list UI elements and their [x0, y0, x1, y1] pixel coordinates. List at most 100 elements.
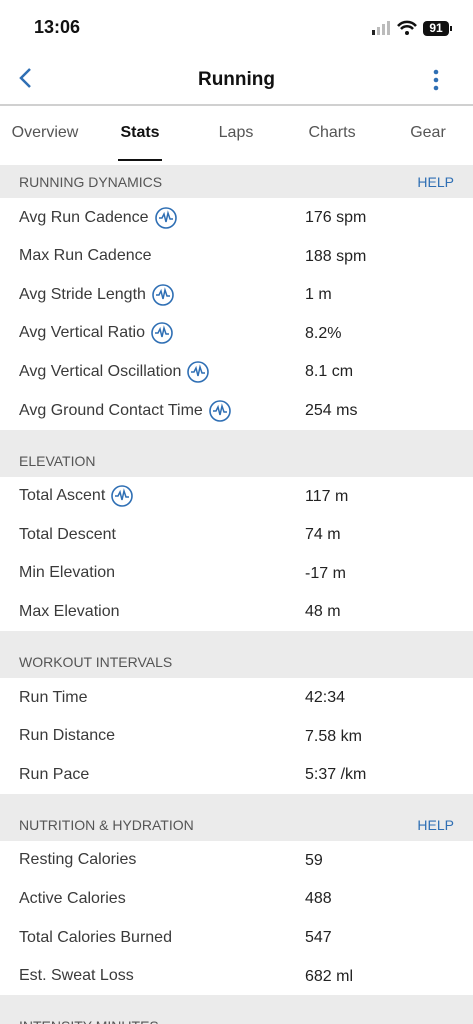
- stat-label-text: Max Elevation: [19, 602, 120, 620]
- stat-label: Avg Vertical Ratio: [19, 314, 173, 353]
- back-button[interactable]: [16, 66, 36, 92]
- stat-value: 5:37 /km: [305, 766, 367, 784]
- stat-value: 254 ms: [305, 402, 358, 419]
- tab[interactable]: Charts: [308, 124, 356, 141]
- stat-row: Total Descent 74 m: [0, 515, 473, 554]
- stat-value: 188 spm: [305, 247, 367, 265]
- stat-row: Avg Ground Contact Time 254 ms: [0, 391, 473, 430]
- divider: [0, 104, 473, 106]
- tab[interactable]: Gear: [410, 124, 446, 141]
- stat-label-text: Resting Calories: [19, 851, 137, 869]
- section-title: INTENSITY MINUTES: [19, 1018, 159, 1024]
- stat-value: 682 ml: [305, 967, 354, 985]
- stat-row: Max Run Cadence 188 spm: [0, 237, 473, 276]
- stat-label-text: Run Distance: [19, 727, 116, 745]
- stat-label: Resting Calories: [19, 841, 136, 880]
- help-link[interactable]: HELP: [417, 174, 454, 190]
- status-icons: [372, 20, 452, 36]
- section-header: INTENSITY MINUTES: [0, 995, 473, 1024]
- section-title: WORKOUT INTERVALS: [19, 654, 173, 670]
- page-title: Running: [197, 69, 276, 90]
- stat-label-text: Min Elevation: [19, 564, 116, 582]
- stat-row: Avg Stride Length 1 m: [0, 275, 473, 314]
- stat-row: Avg Vertical Ratio 8.2%: [0, 314, 473, 353]
- help-link[interactable]: HELP: [417, 816, 454, 833]
- stat-row: Max Elevation 48 m: [0, 592, 473, 631]
- stat-label-text: Total Ascent: [19, 487, 106, 505]
- stat-value: 1 m: [305, 286, 332, 304]
- stat-label: Avg Run Cadence: [19, 198, 177, 237]
- stat-value: -17 m: [305, 564, 346, 582]
- stat-label-text: Run Pace: [19, 765, 90, 783]
- stat-label: Total Calories Burned: [19, 918, 172, 957]
- section-title: NUTRITION & HYDRATION: [19, 816, 194, 833]
- section-header: WORKOUT INTERVALS: [0, 631, 473, 678]
- stat-row: Avg Run Cadence 176 spm: [0, 198, 473, 237]
- stat-value: 176 spm: [305, 209, 367, 226]
- stat-row: Min Elevation -17 m: [0, 554, 473, 593]
- stat-value: 42:34: [305, 689, 346, 706]
- stat-label-text: Est. Sweat Loss: [19, 967, 134, 985]
- stat-value: 8.2%: [305, 324, 342, 342]
- stat-label-text: Avg Ground Contact Time: [19, 401, 203, 419]
- stat-label-text: Avg Stride Length: [19, 285, 146, 303]
- stat-label-text: Total Descent: [19, 525, 116, 543]
- chart-icon[interactable]: [154, 206, 177, 229]
- stat-label-text: Avg Vertical Oscillation: [19, 362, 182, 380]
- stat-value: 7.58 km: [305, 727, 362, 745]
- stat-label-text: Avg Vertical Ratio: [19, 324, 145, 342]
- section-header: NUTRITION & HYDRATION HELP: [0, 793, 473, 841]
- stat-row: Est. Sweat Loss 682 ml: [0, 957, 473, 996]
- stat-row: Total Ascent 117 m: [0, 477, 473, 516]
- stat-label-text: Avg Run Cadence: [19, 208, 149, 226]
- stat-value: 48 m: [305, 603, 341, 621]
- stat-label: Max Elevation: [19, 592, 120, 631]
- stat-value: 117 m: [305, 487, 349, 505]
- stat-label-text: Total Calories Burned: [19, 928, 172, 946]
- stat-row: Total Calories Burned 547: [0, 918, 473, 957]
- chart-icon[interactable]: [151, 322, 173, 345]
- tab[interactable]: Overview: [11, 124, 79, 141]
- stat-value: 59: [305, 851, 323, 869]
- stat-row: Resting Calories 59: [0, 841, 473, 880]
- stat-label: Total Ascent: [19, 477, 134, 516]
- stat-label-text: Active Calories: [19, 889, 126, 907]
- stat-label-text: Run Time: [19, 688, 88, 706]
- stat-label: Avg Vertical Oscillation: [19, 352, 210, 391]
- stat-row: Run Time 42:34: [0, 678, 473, 717]
- stat-label: Active Calories: [19, 879, 126, 918]
- stat-label-text: Max Run Cadence: [19, 247, 152, 265]
- chart-icon[interactable]: [111, 485, 134, 507]
- stat-label: Avg Stride Length: [19, 275, 174, 314]
- section-title: RUNNING DYNAMICS: [19, 174, 163, 190]
- stat-row: Active Calories 488: [0, 879, 473, 918]
- stat-value: 8.1 cm: [305, 363, 354, 381]
- menu-button[interactable]: [430, 68, 442, 94]
- tab[interactable]: Laps: [218, 124, 254, 141]
- stat-row: Avg Vertical Oscillation 8.1 cm: [0, 352, 473, 391]
- stat-value: 74 m: [305, 526, 341, 544]
- stat-value: 547: [305, 929, 332, 946]
- section-title: ELEVATION: [19, 452, 96, 469]
- battery-level: 91: [429, 21, 443, 35]
- chart-icon[interactable]: [152, 283, 174, 306]
- tab[interactable]: Stats: [120, 124, 160, 141]
- stat-label: Total Descent: [19, 515, 116, 554]
- chart-icon[interactable]: [187, 361, 210, 383]
- stat-value: 488: [305, 890, 332, 908]
- section-header: ELEVATION: [0, 429, 473, 477]
- stat-label: Min Elevation: [19, 554, 115, 593]
- tab-indicator: [118, 159, 162, 161]
- section-header: RUNNING DYNAMICS HELP: [0, 165, 473, 198]
- stat-row: Run Pace 5:37 /km: [0, 755, 473, 794]
- status-time: 13:06: [34, 17, 81, 37]
- stat-label: Run Pace: [19, 755, 89, 794]
- stat-label: Run Time: [19, 678, 87, 717]
- stat-label: Max Run Cadence: [19, 237, 152, 276]
- stat-label: Avg Ground Contact Time: [19, 391, 231, 430]
- stat-label: Run Distance: [19, 717, 115, 756]
- stat-label: Est. Sweat Loss: [19, 957, 134, 996]
- chart-icon[interactable]: [208, 399, 231, 422]
- stat-row: Run Distance 7.58 km: [0, 717, 473, 756]
